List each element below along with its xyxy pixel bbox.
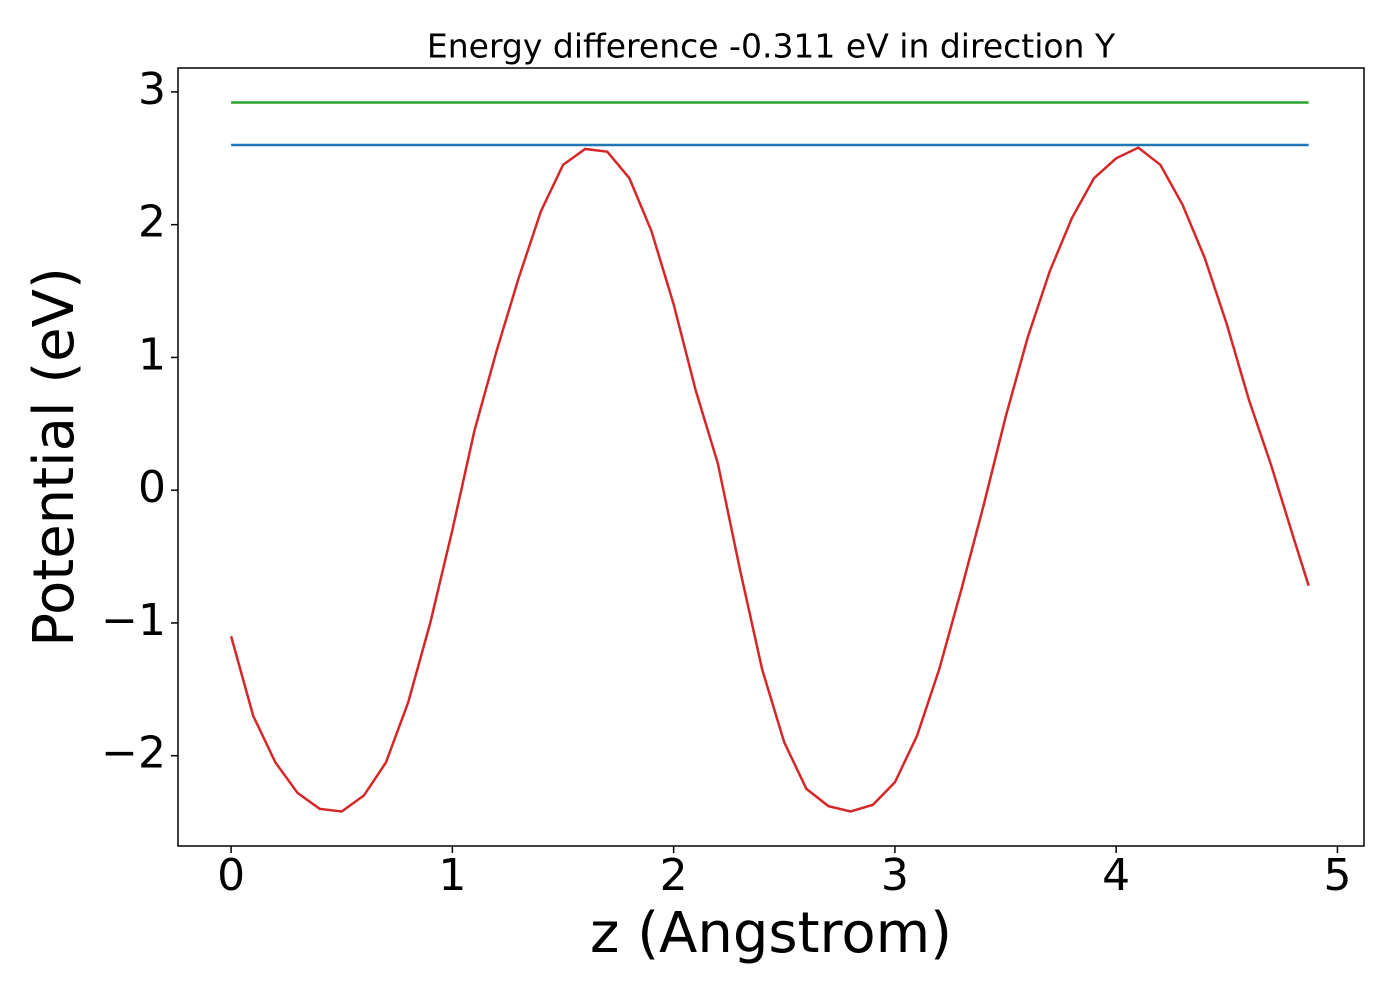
y-tick-label: −1 bbox=[101, 595, 166, 646]
x-tick-label: 0 bbox=[217, 850, 245, 901]
x-tick-label: 4 bbox=[1102, 850, 1130, 901]
x-axis-label: z (Angstrom) bbox=[590, 901, 952, 966]
y-axis-label: Potential (eV) bbox=[22, 267, 87, 647]
x-tick-label: 5 bbox=[1323, 850, 1351, 901]
plot-frame bbox=[177, 67, 1365, 847]
y-tick-label: 0 bbox=[138, 462, 166, 513]
y-tick-label: 1 bbox=[138, 329, 166, 380]
line-series bbox=[229, 146, 1310, 813]
x-tick-label: 2 bbox=[660, 850, 688, 901]
chart-title: Energy difference -0.311 eV in direction… bbox=[427, 27, 1116, 66]
y-tick-label: 2 bbox=[138, 197, 166, 248]
y-tick-label: 3 bbox=[138, 64, 166, 115]
x-tick-label: 1 bbox=[438, 850, 466, 901]
y-tick-label: −2 bbox=[101, 728, 166, 779]
x-tick-label: 3 bbox=[881, 850, 909, 901]
